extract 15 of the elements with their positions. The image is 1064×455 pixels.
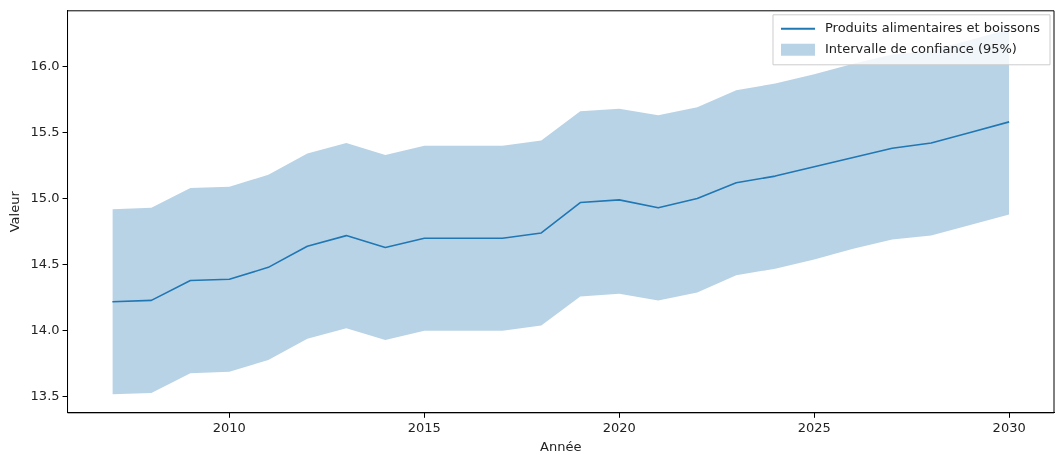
y-tick-label: 15.0 <box>30 189 60 205</box>
y-tick-label: 14.5 <box>30 256 60 272</box>
legend-label: Intervalle de confiance (95%) <box>824 41 1017 57</box>
x-tick-label: 2015 <box>407 419 441 435</box>
y-tick-label: 15.5 <box>30 123 60 139</box>
legend-label: Produits alimentaires et boissons <box>824 20 1041 36</box>
y-tick-label: 16.0 <box>30 57 60 73</box>
x-tick-label: 2030 <box>992 419 1026 435</box>
x-tick-label: 2020 <box>602 419 636 435</box>
x-axis-title: Année <box>540 438 582 454</box>
y-axis-title: Valeur <box>7 190 23 233</box>
x-tick-label: 2010 <box>212 419 246 435</box>
x-tick-label: 2025 <box>797 419 831 435</box>
y-tick-label: 14.0 <box>30 322 60 338</box>
y-tick-label: 13.5 <box>30 388 60 404</box>
